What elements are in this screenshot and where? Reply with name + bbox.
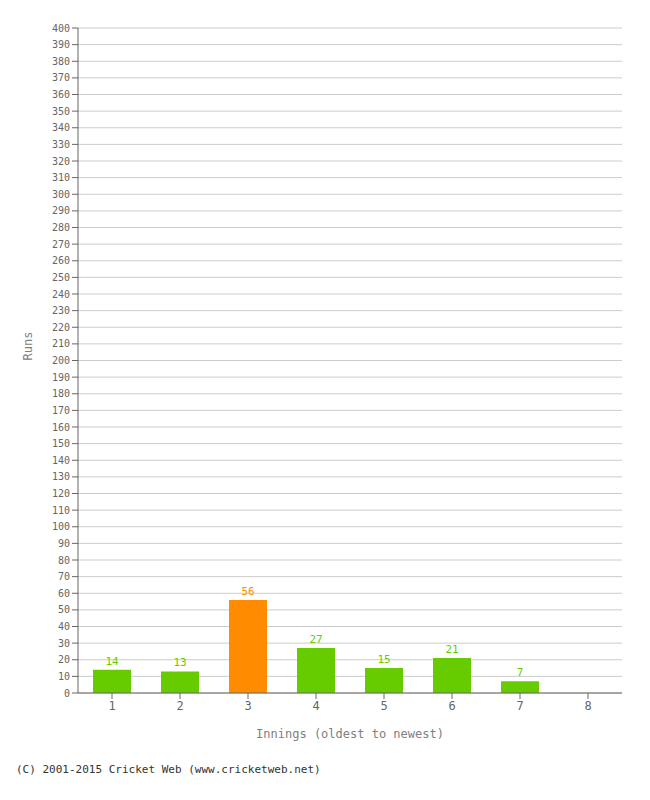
svg-text:8: 8 [584,699,591,713]
svg-text:210: 210 [52,338,70,349]
svg-text:2: 2 [176,699,183,713]
svg-text:100: 100 [52,521,70,532]
svg-text:Runs: Runs [21,332,35,361]
svg-text:13: 13 [173,656,186,669]
svg-text:160: 160 [52,422,70,433]
svg-text:30: 30 [58,638,70,649]
svg-text:280: 280 [52,222,70,233]
svg-text:230: 230 [52,305,70,316]
svg-text:380: 380 [52,56,70,67]
svg-text:70: 70 [58,571,70,582]
svg-text:370: 370 [52,72,70,83]
svg-text:300: 300 [52,189,70,200]
svg-text:330: 330 [52,139,70,150]
svg-text:20: 20 [58,654,70,665]
svg-text:240: 240 [52,289,70,300]
html-text:(C) 2001-2015 Cricket Web (www: (C) 2001-2015 Cricket Web (www.cricketwe… [16,763,321,776]
svg-text:200: 200 [52,355,70,366]
svg-text:10: 10 [58,671,70,682]
svg-text:0: 0 [64,688,70,699]
svg-text:260: 260 [52,255,70,266]
svg-text:290: 290 [52,205,70,216]
svg-text:120: 120 [52,488,70,499]
svg-text:6: 6 [448,699,455,713]
svg-text:320: 320 [52,156,70,167]
svg-text:4: 4 [312,699,319,713]
svg-text:170: 170 [52,405,70,416]
svg-text:190: 190 [52,372,70,383]
svg-text:7: 7 [516,699,523,713]
svg-text:180: 180 [52,388,70,399]
svg-text:220: 220 [52,322,70,333]
svg-text:400: 400 [52,23,70,34]
svg-text:110: 110 [52,505,70,516]
svg-text:3: 3 [244,699,251,713]
svg-text:130: 130 [52,471,70,482]
svg-text:60: 60 [58,588,70,599]
svg-text:360: 360 [52,89,70,100]
svg-text:90: 90 [58,538,70,549]
svg-text:390: 390 [52,39,70,50]
svg-text:80: 80 [58,555,70,566]
svg-text:140: 140 [52,455,70,466]
svg-text:Innings (oldest to newest): Innings (oldest to newest) [256,727,444,741]
svg-text:27: 27 [309,633,322,646]
svg-text:150: 150 [52,438,70,449]
svg-text:250: 250 [52,272,70,283]
svg-text:40: 40 [58,621,70,632]
svg-text:50: 50 [58,604,70,615]
svg-text:310: 310 [52,172,70,183]
svg-text:5: 5 [380,699,387,713]
svg-text:270: 270 [52,239,70,250]
svg-text:21: 21 [445,643,458,656]
svg-text:14: 14 [105,655,119,668]
svg-text:56: 56 [241,585,254,598]
svg-text:15: 15 [377,653,390,666]
svg-text:350: 350 [52,106,70,117]
svg-text:340: 340 [52,122,70,133]
svg-text:1: 1 [108,699,115,713]
svg-text:7: 7 [517,666,524,679]
